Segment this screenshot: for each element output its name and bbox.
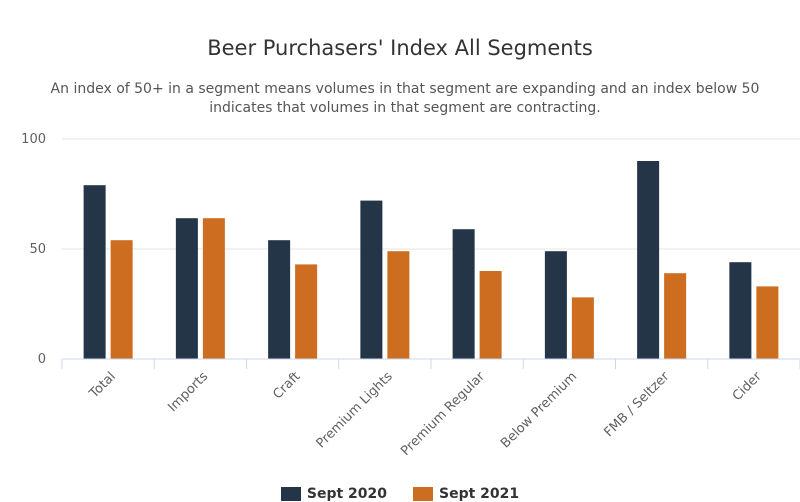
bar-cider-series-1[interactable] xyxy=(729,262,752,359)
bar-total-series-2[interactable] xyxy=(110,240,133,359)
bars xyxy=(83,161,779,359)
bar-premium-lights-series-1[interactable] xyxy=(360,200,383,359)
legend-item-series-2[interactable]: Sept 2021 xyxy=(413,486,519,502)
x-category-label: FMB / Seltzer xyxy=(601,369,672,440)
bar-imports-series-2[interactable] xyxy=(202,218,225,359)
bar-premium-regular-series-2[interactable] xyxy=(479,271,502,359)
legend: Sept 2020 Sept 2021 xyxy=(0,486,800,502)
bar-imports-series-1[interactable] xyxy=(175,218,198,359)
bar-cider-series-2[interactable] xyxy=(756,286,779,359)
legend-swatch-series-2 xyxy=(413,487,433,501)
x-axis-ticks xyxy=(61,359,800,369)
category-labels: Total Imports Craft Premium Lights Premium R… xyxy=(86,369,765,459)
chart-title: Beer Purchasers' Index All Segments xyxy=(207,36,593,60)
legend-label-series-1: Sept 2020 xyxy=(306,486,387,502)
chart-subtitle: An index of 50+ in a segment means volum… xyxy=(50,81,760,116)
bar-fmb-seltzer-series-1[interactable] xyxy=(637,161,660,359)
bar-fmb-seltzer-series-2[interactable] xyxy=(664,273,687,359)
gridlines xyxy=(62,138,800,250)
legend-label-series-2: Sept 2021 xyxy=(439,486,520,502)
bar-craft-series-2[interactable] xyxy=(295,264,318,359)
x-category-label: Total xyxy=(86,369,119,402)
x-category-label: Cider xyxy=(730,369,765,404)
x-category-label: Premium Lights xyxy=(314,369,396,451)
y-tick-label: 100 xyxy=(21,132,46,147)
legend-item-series-1[interactable]: Sept 2020 xyxy=(280,486,387,502)
bar-below-premium-series-2[interactable] xyxy=(571,297,594,359)
y-axis-ticks: 0 50 100 xyxy=(21,132,46,367)
bar-premium-regular-series-1[interactable] xyxy=(452,229,475,359)
y-tick-label: 0 xyxy=(38,352,46,367)
y-tick-label: 50 xyxy=(29,242,46,257)
bar-craft-series-1[interactable] xyxy=(268,240,291,359)
x-category-label: Craft xyxy=(270,369,303,402)
bar-below-premium-series-1[interactable] xyxy=(544,251,567,359)
x-category-label: Below Premium xyxy=(498,369,580,451)
bar-premium-lights-series-2[interactable] xyxy=(387,251,410,359)
x-category-label: Premium Regular xyxy=(398,369,488,459)
x-category-label: Imports xyxy=(165,369,211,415)
bar-total-series-1[interactable] xyxy=(83,185,106,359)
legend-swatch-series-1 xyxy=(280,487,301,501)
